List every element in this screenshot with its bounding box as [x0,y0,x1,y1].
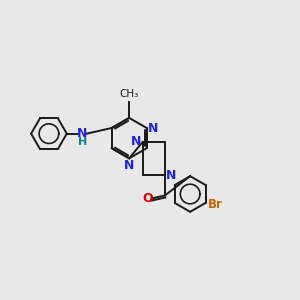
Text: N: N [77,127,87,140]
Text: N: N [124,159,134,172]
Text: H: H [78,137,88,147]
Text: N: N [166,169,176,182]
Text: O: O [142,192,153,205]
Text: N: N [131,135,141,148]
Text: Br: Br [208,198,223,211]
Text: CH₃: CH₃ [120,89,139,99]
Text: N: N [148,122,158,134]
